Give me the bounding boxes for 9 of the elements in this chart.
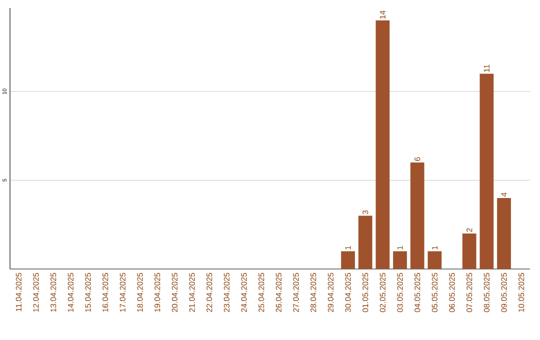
bar [393, 251, 407, 269]
bar [341, 251, 355, 269]
bar [428, 251, 442, 269]
bar [480, 74, 494, 269]
bar [376, 20, 390, 269]
bar [462, 233, 476, 269]
bar [497, 198, 511, 269]
bar [410, 162, 424, 269]
bar [358, 216, 372, 269]
